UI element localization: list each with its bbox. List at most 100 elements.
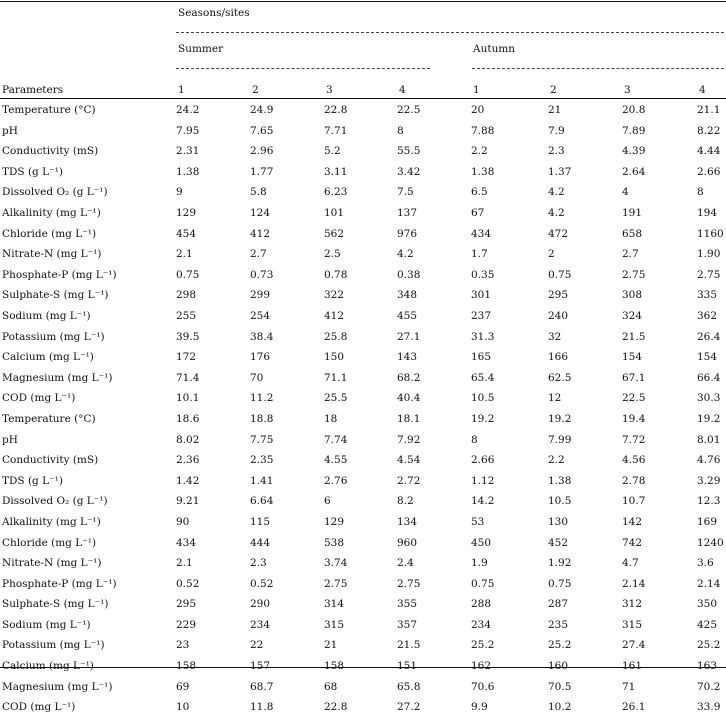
value-cell: 234 [471, 618, 492, 631]
value-cell: 30.3 [697, 392, 721, 405]
value-cell: 1.42 [176, 474, 200, 487]
value-cell: 2.14 [622, 577, 646, 590]
value-cell: 234 [250, 618, 271, 631]
value-cell: 18.6 [176, 412, 200, 425]
value-cell: 0.52 [176, 577, 200, 590]
value-cell: 22.5 [397, 104, 421, 117]
table-row: Alkalinity (mg L⁻¹) 90 115 129 134 53 130 142 16… [0, 512, 726, 533]
parameter-name: Conductivity (mS) [2, 454, 99, 467]
value-cell: 4.54 [397, 454, 421, 467]
value-cell: 12 [548, 392, 562, 405]
parameter-name: Temperature (°C) [2, 412, 96, 425]
value-cell: 70 [250, 371, 264, 384]
value-cell: 21.5 [397, 639, 421, 652]
value-cell: 450 [471, 536, 492, 549]
table-row: Sodium (mg L⁻¹) 255 254 412 455 237 240 324 362 [0, 306, 726, 327]
value-cell: 26.4 [697, 330, 721, 343]
value-cell: 455 [397, 309, 418, 322]
table-row: Sulphate-S (mg L⁻¹) 295 290 314 355 288 287 312… [0, 594, 726, 615]
value-cell: 434 [471, 227, 492, 240]
value-cell: 0.38 [397, 268, 421, 281]
value-cell: 40.4 [397, 392, 421, 405]
value-cell: 8 [471, 433, 478, 446]
value-cell: 4.2 [397, 248, 414, 261]
value-cell: 322 [324, 289, 345, 302]
value-cell: 4.2 [548, 207, 565, 220]
value-cell: 10 [176, 701, 190, 714]
site-header-autumn-4: 4 [699, 84, 706, 96]
value-cell: 7.65 [250, 124, 274, 137]
parameter-name: Phosphate-P (mg L⁻¹) [2, 268, 117, 281]
value-cell: 11.2 [250, 392, 274, 405]
value-cell: 2.1 [176, 557, 193, 570]
value-cell: 10.5 [548, 495, 572, 508]
value-cell: 18.8 [250, 412, 274, 425]
value-cell: 412 [324, 309, 345, 322]
value-cell: 19.4 [622, 412, 646, 425]
parameter-name: Magnesium (mg L⁻¹) [2, 371, 113, 384]
value-cell: 2.75 [397, 577, 421, 590]
parameter-name: pH [2, 124, 18, 137]
value-cell: 70.6 [471, 680, 495, 693]
table-row: Chloride (mg L⁻¹) 434 444 538 960 450 452 742 12… [0, 532, 726, 553]
value-cell: 62.5 [548, 371, 572, 384]
value-cell: 22.8 [324, 701, 348, 714]
value-cell: 154 [697, 351, 718, 364]
value-cell: 2.75 [697, 268, 721, 281]
value-cell: 22.5 [622, 392, 646, 405]
value-cell: 8.02 [176, 433, 200, 446]
value-cell: 350 [697, 598, 718, 611]
value-cell: 452 [548, 536, 569, 549]
table-body: Temperature (°C) 24.2 24.9 22.8 22.5 20 21 20.8… [0, 100, 726, 718]
parameter-name: pH [2, 433, 18, 446]
value-cell: 8 [697, 186, 704, 199]
value-cell: 2.2 [471, 145, 488, 158]
value-cell: 9 [176, 186, 183, 199]
value-cell: 130 [548, 515, 569, 528]
site-header-autumn-3: 3 [624, 84, 631, 96]
value-cell: 9.9 [471, 701, 488, 714]
value-cell: 7.75 [250, 433, 274, 446]
value-cell: 124 [250, 207, 271, 220]
value-cell: 70.2 [697, 680, 721, 693]
table-row: TDS (g L⁻¹) 1.42 1.41 2.76 2.72 1.12 1.38 2.78 3… [0, 471, 726, 492]
value-cell: 2.3 [548, 145, 565, 158]
table-row: Calcium (mg L⁻¹) 158 157 158 151 162 160 161 163 [0, 656, 726, 677]
value-cell: 191 [622, 207, 643, 220]
value-cell: 134 [397, 515, 418, 528]
value-cell: 562 [324, 227, 345, 240]
value-cell: 308 [622, 289, 643, 302]
table-row: COD (mg L⁻¹) 10.1 11.2 25.5 40.4 10.5 12 22.5 30… [0, 388, 726, 409]
value-cell: 65.8 [397, 680, 421, 693]
table-row: Nitrate-N (mg L⁻¹) 2.1 2.7 2.5 4.2 1.7 2 2.7 1.9… [0, 244, 726, 265]
value-cell: 8.2 [397, 495, 414, 508]
value-cell: 4.39 [622, 145, 646, 158]
parameter-name: TDS (g L⁻¹) [2, 165, 63, 178]
value-cell: 0.75 [548, 268, 572, 281]
value-cell: 2.72 [397, 474, 421, 487]
value-cell: 2.35 [250, 454, 274, 467]
value-cell: 1.38 [176, 165, 200, 178]
value-cell: 290 [250, 598, 271, 611]
value-cell: 24.2 [176, 104, 200, 117]
value-cell: 21.5 [622, 330, 646, 343]
value-cell: 314 [324, 598, 345, 611]
value-cell: 472 [548, 227, 569, 240]
site-header-summer-2: 2 [252, 84, 259, 96]
value-cell: 158 [324, 660, 345, 673]
value-cell: 315 [324, 618, 345, 631]
table-row: Magnesium (mg L⁻¹) 69 68.7 68 65.8 70.6 70.5 71… [0, 677, 726, 698]
value-cell: 8.22 [697, 124, 721, 137]
value-cell: 434 [176, 536, 197, 549]
parameter-name: Dissolved O₂ (g L⁻¹) [2, 186, 108, 199]
value-cell: 235 [548, 618, 569, 631]
value-cell: 254 [250, 309, 271, 322]
value-cell: 71 [622, 680, 636, 693]
value-cell: 161 [622, 660, 643, 673]
table-row: Phosphate-P (mg L⁻¹) 0.75 0.73 0.78 0.38 0.35… [0, 265, 726, 286]
value-cell: 2.36 [176, 454, 200, 467]
value-cell: 166 [548, 351, 569, 364]
value-cell: 39.5 [176, 330, 200, 343]
value-cell: 312 [622, 598, 643, 611]
value-cell: 2.14 [697, 577, 721, 590]
